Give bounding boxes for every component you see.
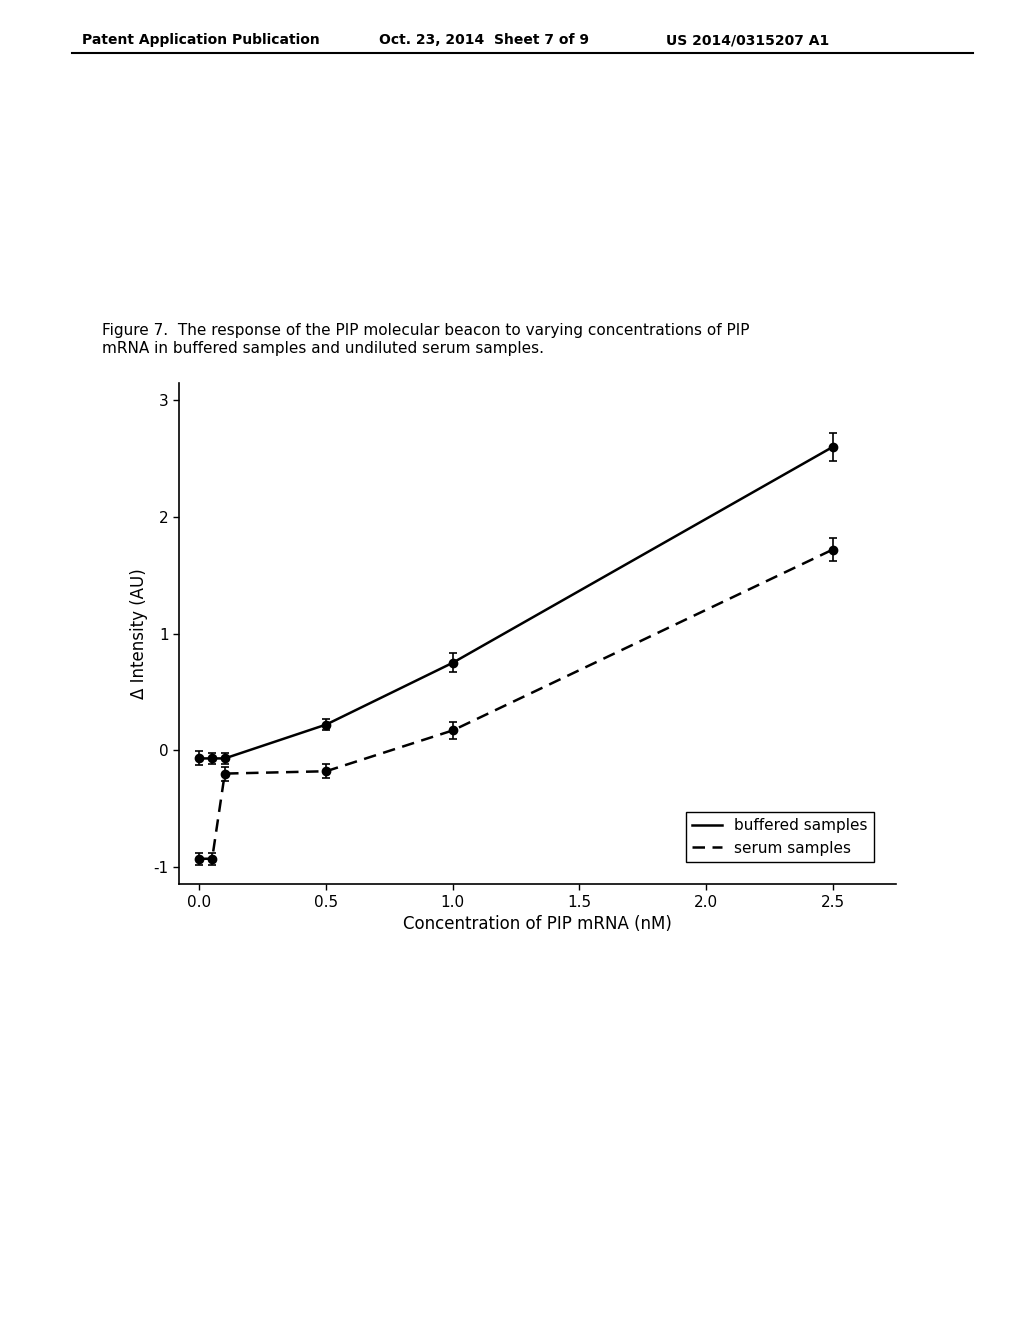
Text: Oct. 23, 2014  Sheet 7 of 9: Oct. 23, 2014 Sheet 7 of 9 — [379, 33, 589, 48]
Text: US 2014/0315207 A1: US 2014/0315207 A1 — [666, 33, 828, 48]
Legend: buffered samples, serum samples: buffered samples, serum samples — [685, 812, 874, 862]
Y-axis label: Δ Intensity (AU): Δ Intensity (AU) — [130, 568, 148, 700]
Text: Patent Application Publication: Patent Application Publication — [82, 33, 319, 48]
X-axis label: Concentration of PIP mRNA (nM): Concentration of PIP mRNA (nM) — [403, 915, 672, 933]
Text: Figure 7.  The response of the PIP molecular beacon to varying concentrations of: Figure 7. The response of the PIP molecu… — [102, 323, 750, 356]
